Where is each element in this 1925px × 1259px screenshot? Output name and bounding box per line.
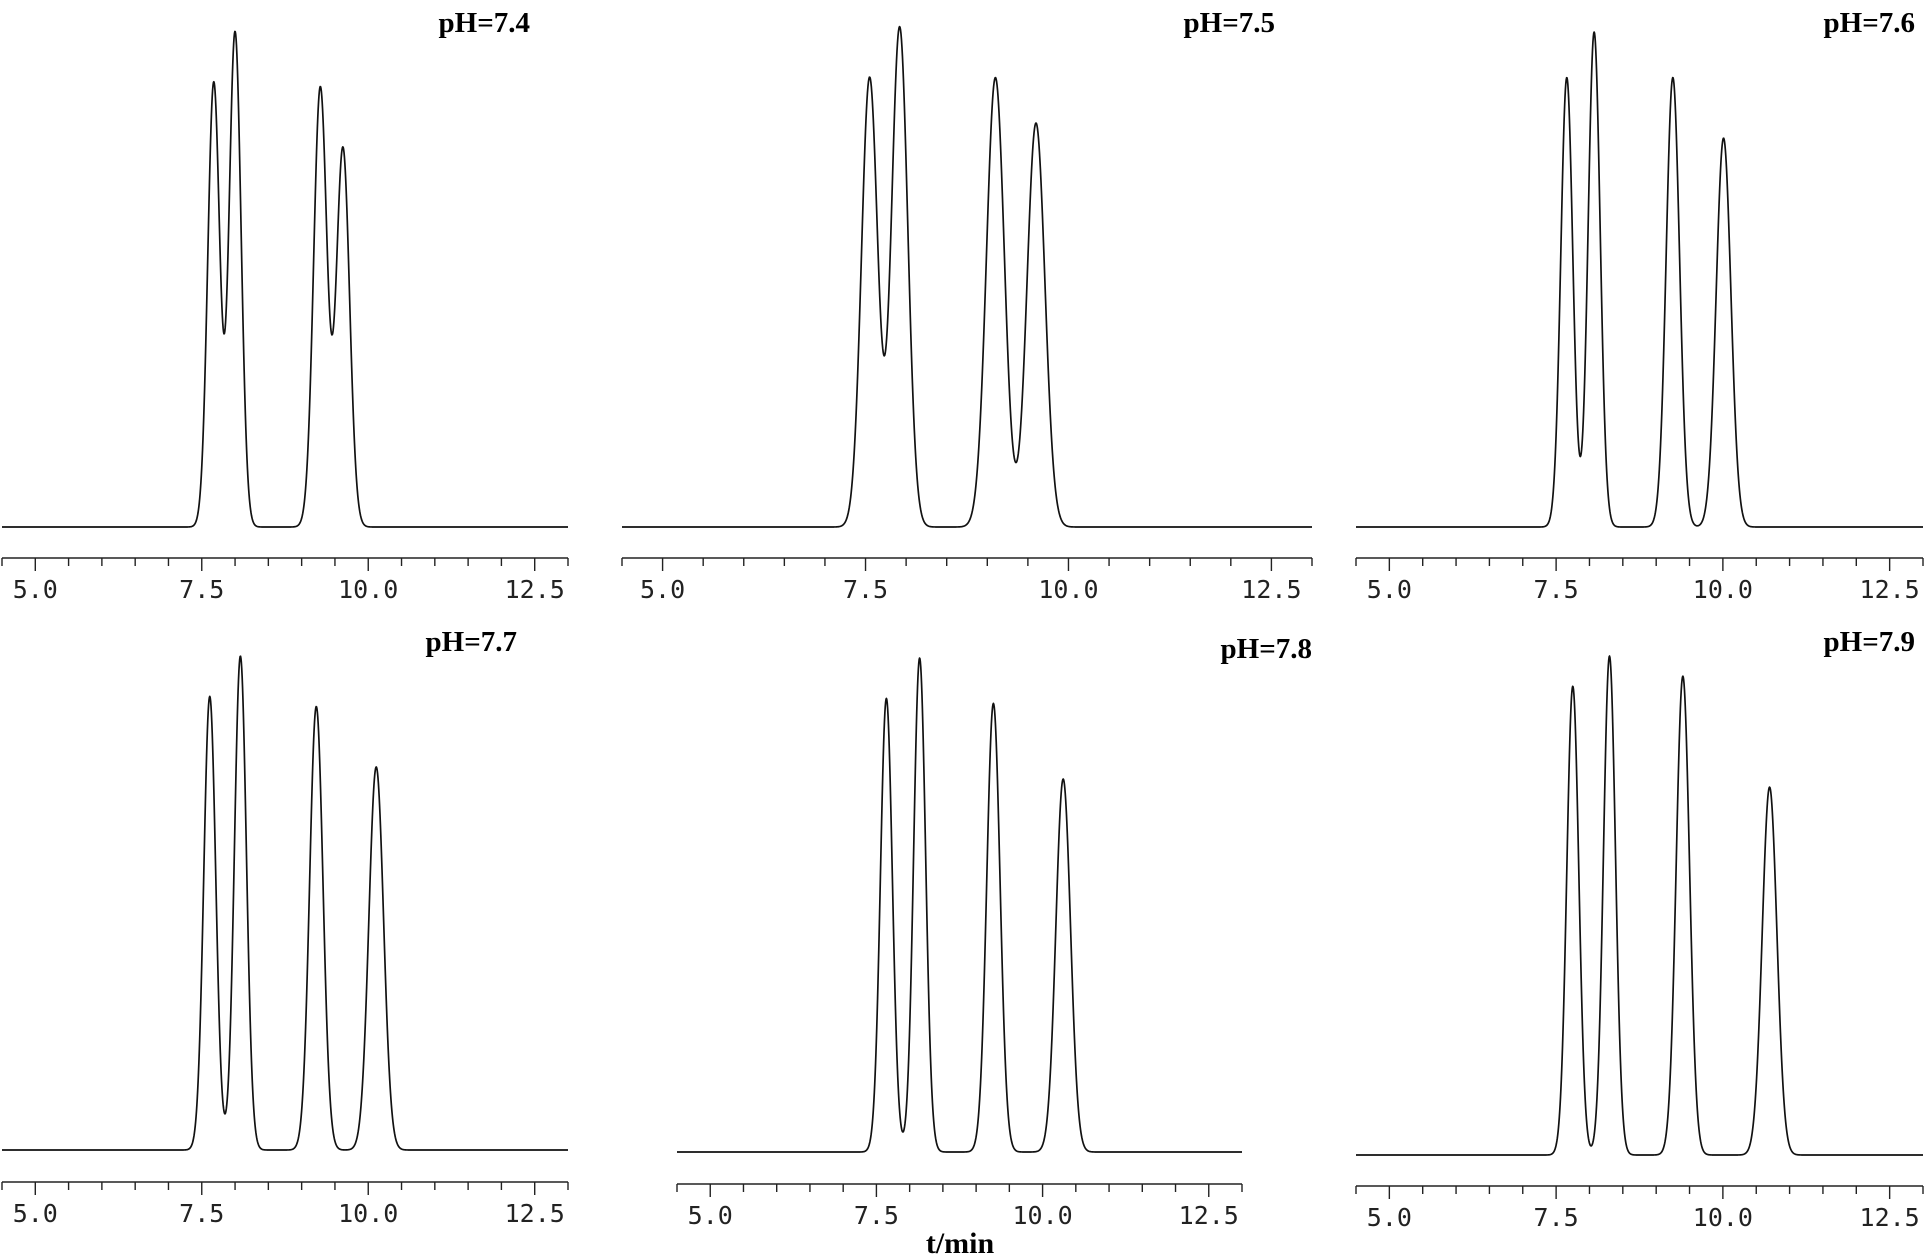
chromatogram-panel-4: pH=7.7 5.0 7.5 10.0 12.5 [1, 626, 569, 1228]
chromatogram-trace [621, 25, 1313, 528]
x-tick-label: 5.0 [13, 1199, 58, 1228]
chromatogram-panel-1: pH=7.4 5.0 7.5 10.0 12.5 [1, 7, 569, 604]
chromatogram-panel-3: pH=7.6 5.0 7.5 10.0 12.5 [1355, 7, 1924, 604]
x-tick-label: 7.5 [1534, 575, 1579, 604]
x-tick-label: 10.0 [1693, 575, 1753, 604]
x-tick-label: 10.0 [338, 575, 398, 604]
x-tick-label: 7.5 [1534, 1203, 1579, 1232]
x-tick-label: 12.5 [1860, 575, 1920, 604]
x-tick-label: 12.5 [505, 575, 565, 604]
x-tick-label: 7.5 [179, 575, 224, 604]
x-tick-label: 12.5 [1241, 575, 1301, 604]
panel-title: pH=7.9 [1824, 626, 1915, 658]
panel-title: pH=7.8 [1221, 633, 1312, 665]
chromatogram-trace [676, 657, 1243, 1153]
panel-title: pH=7.4 [439, 7, 530, 39]
panel-title: pH=7.7 [426, 626, 517, 658]
chromatogram-trace [1, 30, 569, 528]
x-tick-label: 10.0 [1012, 1201, 1072, 1230]
x-tick-label: 7.5 [854, 1201, 899, 1230]
chromatogram-trace [1355, 31, 1924, 528]
x-tick-label: 5.0 [1367, 575, 1412, 604]
chromatogram-panel-5: pH=7.8 5.0 7.5 10.0 12.5 [676, 633, 1312, 1230]
chromatogram-trace [1, 655, 569, 1151]
panel-title: pH=7.5 [1184, 7, 1275, 39]
x-tick-label: 7.5 [843, 575, 888, 604]
x-tick-label: 7.5 [179, 1199, 224, 1228]
chromatogram-panel-2: pH=7.5 5.0 7.5 10.0 12.5 [621, 7, 1313, 604]
x-tick-label: 12.5 [505, 1199, 565, 1228]
x-tick-label: 12.5 [1860, 1203, 1920, 1232]
x-tick-label: 5.0 [1367, 1203, 1412, 1232]
x-tick-label: 5.0 [688, 1201, 733, 1230]
chromatogram-trace [1355, 655, 1924, 1156]
x-tick-label: 5.0 [640, 575, 685, 604]
x-tick-label: 12.5 [1179, 1201, 1239, 1230]
x-tick-label: 5.0 [13, 575, 58, 604]
x-tick-label: 10.0 [338, 1199, 398, 1228]
x-axis-label: t/min [926, 1227, 995, 1259]
panel-title: pH=7.6 [1824, 7, 1915, 39]
x-tick-label: 10.0 [1693, 1203, 1753, 1232]
x-tick-label: 10.0 [1038, 575, 1098, 604]
chromatogram-panel-6: pH=7.9 5.0 7.5 10.0 12.5 [1355, 626, 1924, 1232]
